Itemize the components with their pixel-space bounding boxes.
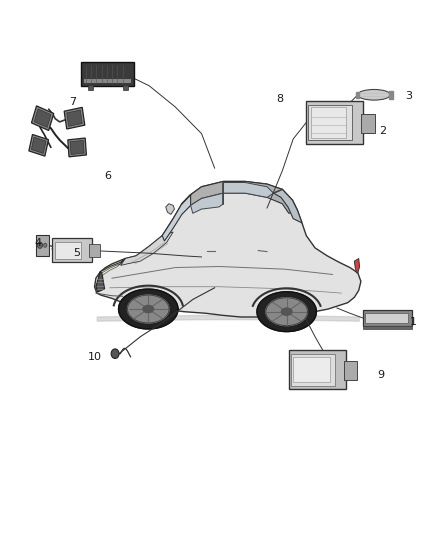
Text: 7: 7 (69, 96, 76, 107)
Polygon shape (143, 305, 154, 313)
Polygon shape (257, 292, 316, 332)
Polygon shape (68, 138, 86, 157)
FancyBboxPatch shape (81, 62, 134, 86)
Polygon shape (29, 134, 49, 156)
FancyBboxPatch shape (363, 326, 412, 329)
Text: 9: 9 (377, 370, 384, 381)
Polygon shape (274, 189, 302, 223)
Polygon shape (191, 193, 223, 213)
FancyBboxPatch shape (293, 357, 330, 382)
FancyBboxPatch shape (308, 105, 352, 140)
Text: 2: 2 (379, 126, 386, 136)
Polygon shape (34, 109, 51, 127)
Text: 8: 8 (276, 94, 284, 104)
FancyBboxPatch shape (123, 85, 128, 90)
Polygon shape (223, 182, 274, 197)
Polygon shape (70, 140, 84, 155)
Circle shape (37, 242, 42, 248)
FancyBboxPatch shape (311, 107, 346, 138)
Text: 10: 10 (88, 352, 102, 362)
Polygon shape (96, 272, 105, 292)
Polygon shape (127, 295, 169, 323)
FancyBboxPatch shape (361, 114, 375, 133)
FancyBboxPatch shape (35, 235, 49, 256)
FancyBboxPatch shape (363, 310, 412, 326)
FancyBboxPatch shape (306, 101, 363, 144)
FancyBboxPatch shape (55, 241, 81, 259)
Polygon shape (121, 232, 173, 265)
FancyBboxPatch shape (290, 354, 335, 385)
Polygon shape (32, 106, 54, 131)
Polygon shape (102, 264, 119, 275)
Circle shape (111, 349, 119, 359)
Ellipse shape (357, 90, 390, 100)
Polygon shape (99, 259, 125, 277)
FancyBboxPatch shape (89, 244, 100, 257)
Text: 3: 3 (406, 91, 413, 101)
Polygon shape (119, 289, 178, 329)
FancyBboxPatch shape (88, 85, 93, 90)
Text: 4: 4 (34, 238, 41, 247)
Text: 1: 1 (410, 317, 417, 327)
Text: 6: 6 (104, 171, 111, 181)
Polygon shape (64, 107, 85, 129)
FancyBboxPatch shape (365, 313, 408, 324)
Polygon shape (31, 137, 46, 154)
Polygon shape (182, 181, 297, 213)
Polygon shape (281, 308, 292, 315)
Polygon shape (67, 110, 82, 126)
Polygon shape (95, 181, 361, 317)
Polygon shape (166, 204, 174, 214)
Circle shape (43, 243, 47, 247)
Polygon shape (354, 259, 360, 273)
Polygon shape (162, 195, 191, 241)
FancyBboxPatch shape (84, 79, 131, 83)
Text: 5: 5 (74, 248, 81, 258)
FancyBboxPatch shape (52, 238, 92, 262)
FancyBboxPatch shape (344, 361, 357, 381)
FancyBboxPatch shape (289, 351, 346, 389)
Polygon shape (266, 298, 307, 326)
